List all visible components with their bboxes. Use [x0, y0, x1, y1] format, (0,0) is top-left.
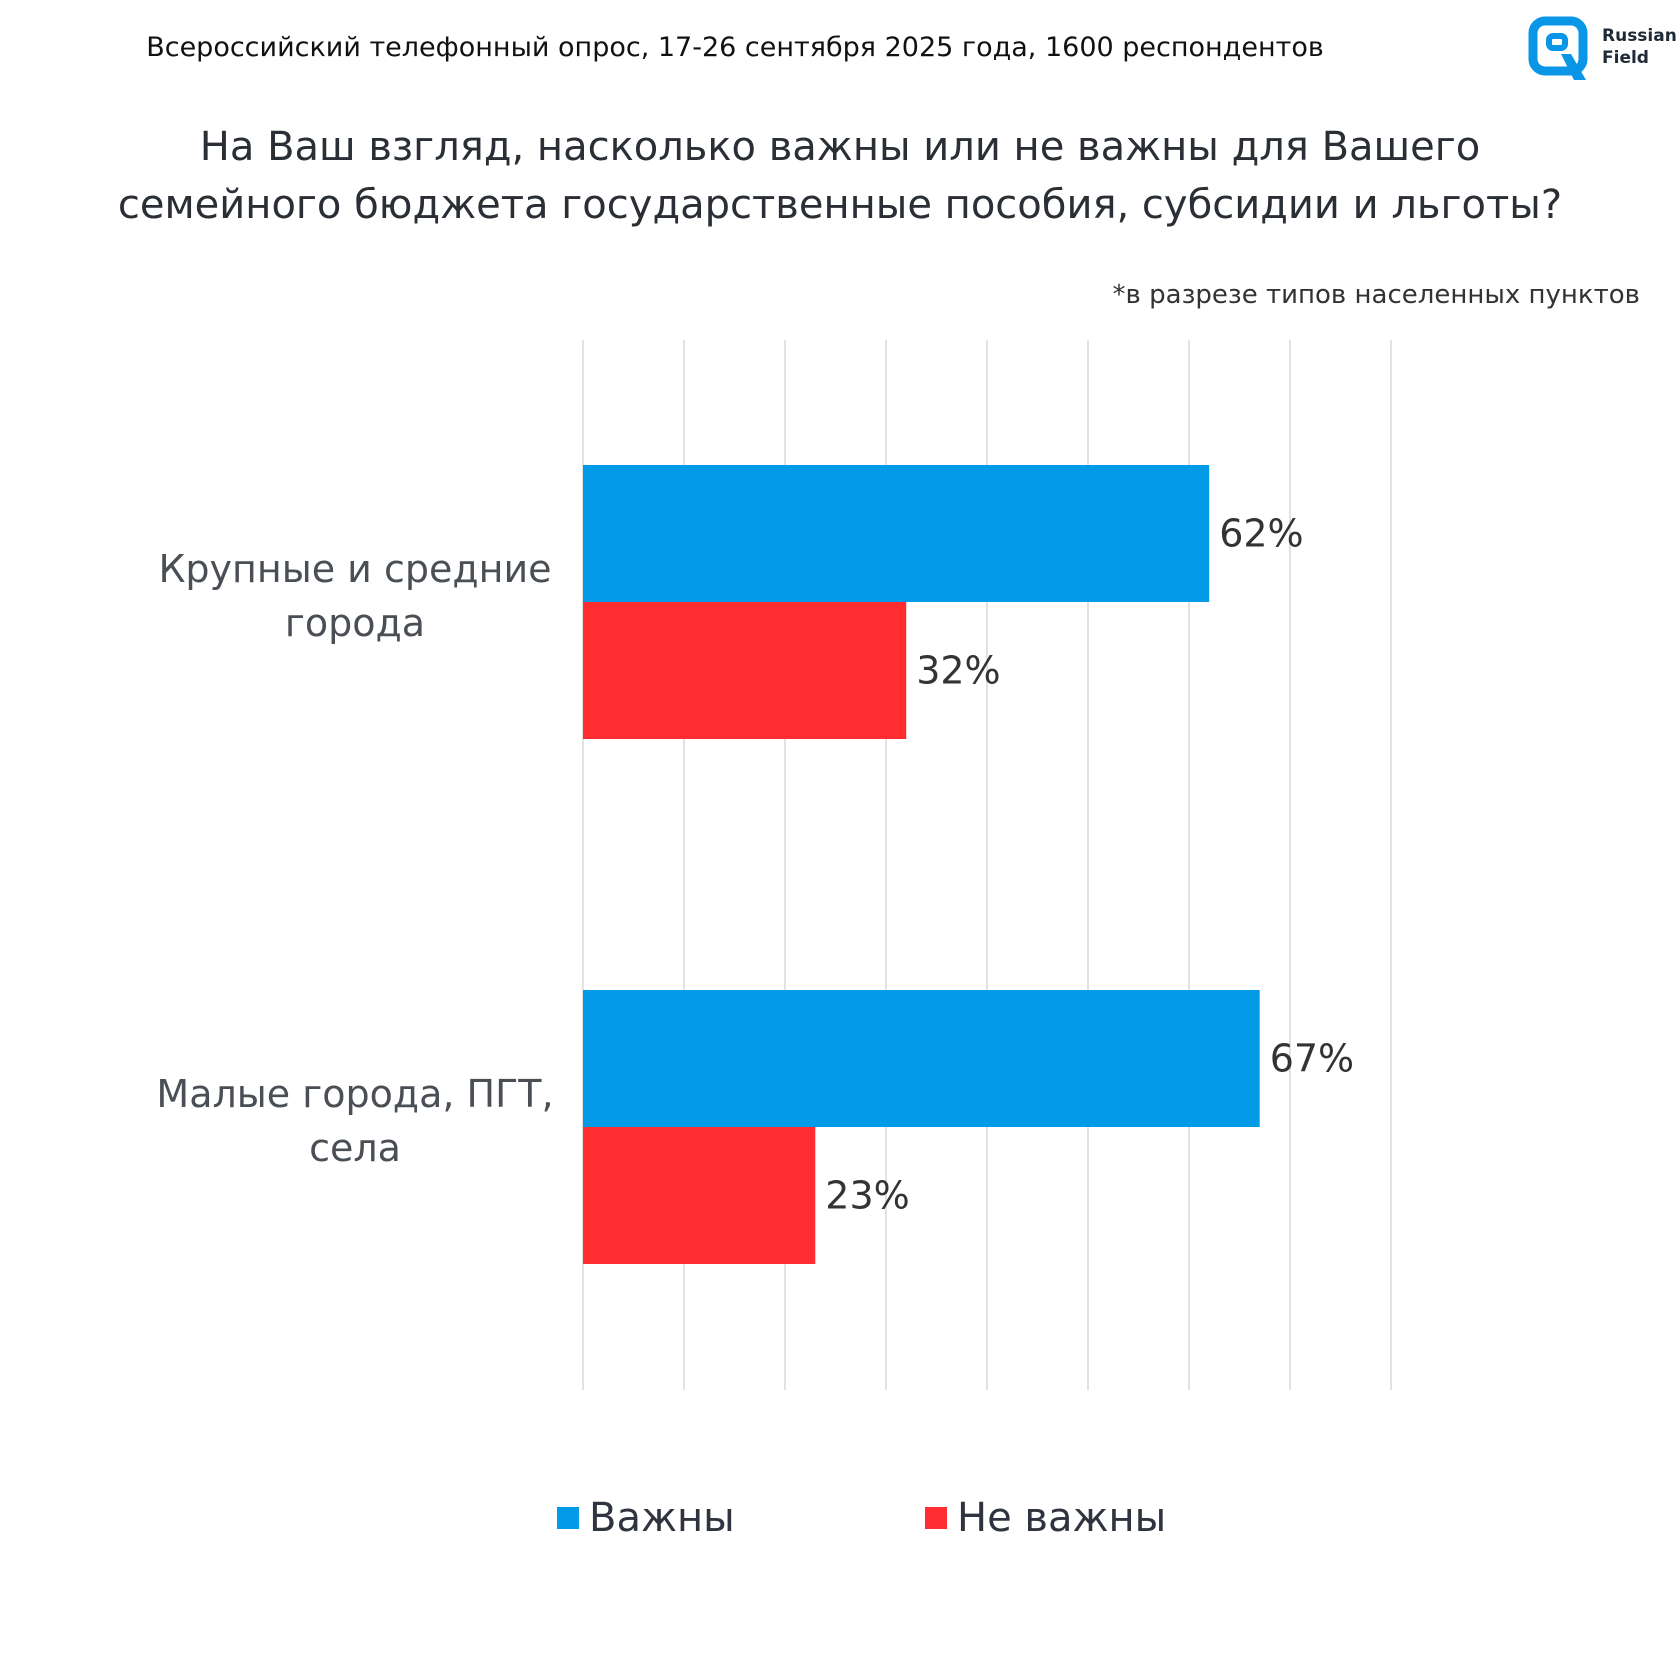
bar — [583, 990, 1260, 1127]
bar — [583, 465, 1210, 602]
legend-item-important: Важны — [557, 1495, 735, 1541]
data-label: 62% — [1219, 512, 1303, 556]
russian-field-logo: Russian Field — [1528, 16, 1678, 86]
logo-text-line2: Field — [1602, 48, 1649, 68]
legend-swatch-not-important — [925, 1507, 947, 1529]
bar — [583, 602, 907, 739]
bar-chart: Крупные и средние города 62% 32% Малые город… — [156, 340, 1392, 1390]
legend-swatch-important — [557, 1507, 579, 1529]
data-label: 67% — [1270, 1037, 1354, 1081]
logo-mark-icon — [1528, 16, 1588, 80]
data-label: 32% — [916, 649, 1000, 693]
data-label: 23% — [825, 1174, 909, 1218]
logo-text-line1: Russian — [1602, 26, 1677, 46]
chart-question: На Ваш взгляд, насколько важны или не ва… — [60, 118, 1620, 234]
legend-label-important: Важны — [589, 1495, 735, 1541]
chart-legend: Важны Не важны — [0, 1495, 1680, 1545]
question-line-1: На Ваш взгляд, насколько важны или не ва… — [199, 124, 1481, 170]
bar — [583, 1127, 816, 1264]
breakdown-note: *в разрезе типов населенных пунктов — [1112, 280, 1640, 310]
legend-item-not-important: Не важны — [925, 1495, 1166, 1541]
survey-info: Всероссийский телефонный опрос, 17-26 се… — [146, 32, 1324, 63]
category-label: Крупные и средние города — [158, 547, 551, 645]
category-label: Малые города, ПГТ, села — [156, 1072, 553, 1170]
legend-label-not-important: Не важны — [957, 1495, 1167, 1541]
question-line-2: семейного бюджета государственные пособи… — [117, 182, 1563, 228]
